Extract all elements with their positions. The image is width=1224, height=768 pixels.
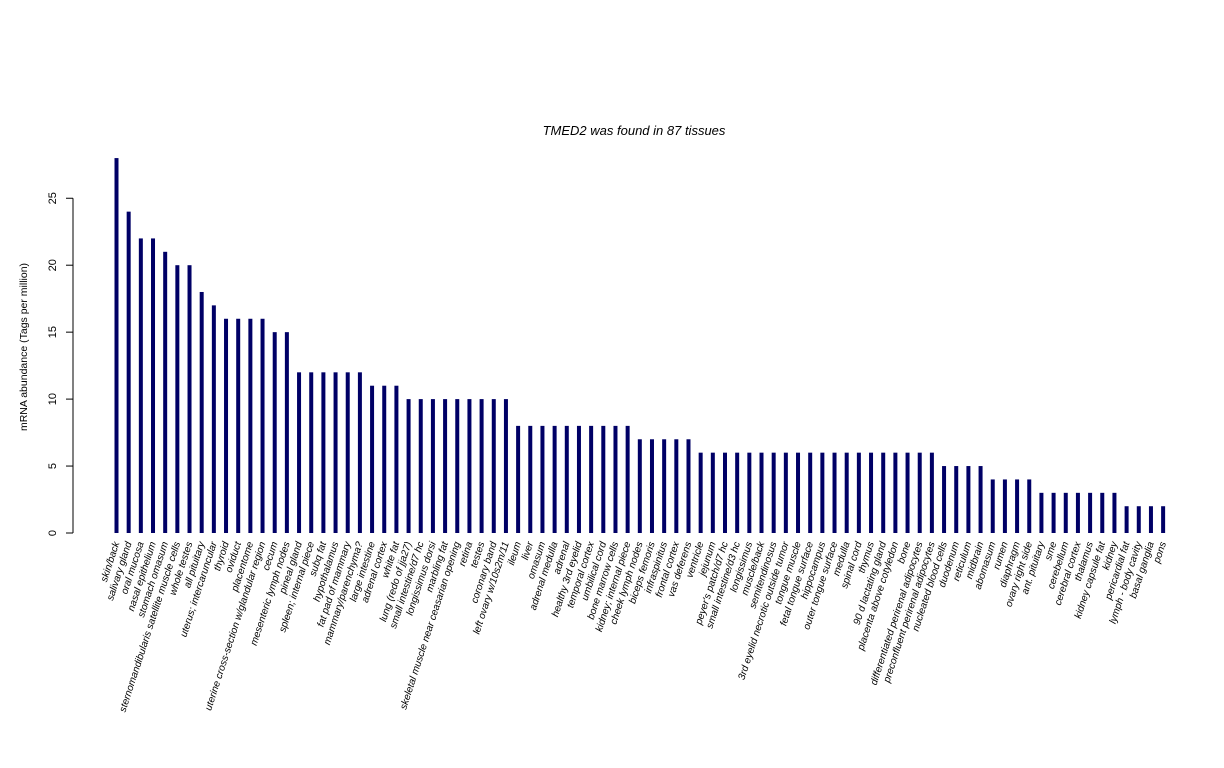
bar <box>1112 492 1117 533</box>
bar <box>771 452 776 533</box>
bar <box>954 466 959 533</box>
bar <box>151 238 156 534</box>
bar <box>467 399 472 533</box>
bar <box>138 238 143 534</box>
bar <box>564 425 569 533</box>
bar <box>1148 506 1153 533</box>
bar <box>455 399 460 533</box>
bar <box>260 318 265 533</box>
bar <box>649 439 654 533</box>
bar <box>321 372 326 533</box>
bar <box>832 452 837 533</box>
bar <box>844 452 849 533</box>
bar <box>236 318 241 533</box>
bar <box>601 425 606 533</box>
bar <box>114 158 119 533</box>
bar <box>1136 506 1141 533</box>
bar <box>674 439 679 533</box>
y-tick-label: 25 <box>47 192 59 204</box>
bar <box>1039 492 1044 533</box>
bar <box>248 318 253 533</box>
bar <box>662 439 667 533</box>
y-tick-label: 10 <box>47 393 59 405</box>
bar <box>394 385 399 533</box>
bar <box>735 452 740 533</box>
bar <box>747 452 752 533</box>
bar <box>613 425 618 533</box>
bar <box>503 399 508 533</box>
bar <box>625 425 630 533</box>
bar <box>990 479 995 533</box>
bar <box>211 305 216 533</box>
bar <box>1100 492 1105 533</box>
bar <box>978 466 983 533</box>
bar <box>443 399 448 533</box>
bar <box>1075 492 1080 533</box>
bar <box>1088 492 1093 533</box>
bar <box>929 452 934 533</box>
bar <box>528 425 533 533</box>
bar <box>698 452 703 533</box>
bar <box>1124 506 1129 533</box>
bar <box>272 332 277 533</box>
y-tick-label: 5 <box>47 463 59 469</box>
bar <box>370 385 375 533</box>
bar <box>297 372 302 533</box>
bar <box>175 265 180 533</box>
bar <box>759 452 764 533</box>
bar <box>516 425 521 533</box>
bar <box>418 399 423 533</box>
bar <box>856 452 861 533</box>
bar <box>224 318 229 533</box>
bar <box>869 452 874 533</box>
bar <box>905 452 910 533</box>
bar <box>187 265 192 533</box>
bar <box>893 452 898 533</box>
bar <box>966 466 971 533</box>
bar <box>430 399 435 533</box>
bar <box>309 372 314 533</box>
bar <box>710 452 715 533</box>
bar <box>479 399 484 533</box>
bar <box>552 425 557 533</box>
bar <box>686 439 691 533</box>
bar <box>1002 479 1007 533</box>
y-tick-label: 15 <box>47 326 59 338</box>
bar <box>284 332 289 533</box>
bar <box>1015 479 1020 533</box>
bar <box>796 452 801 533</box>
bar <box>820 452 825 533</box>
bar <box>783 452 788 533</box>
y-axis-label: mRNA abundance (Tags per million) <box>18 263 30 431</box>
bar <box>637 439 642 533</box>
bar <box>881 452 886 533</box>
bar <box>357 372 362 533</box>
bar <box>808 452 813 533</box>
chart-title: TMED2 was found in 87 tissues <box>543 123 726 138</box>
bars-group <box>114 158 1166 534</box>
bar <box>126 211 131 533</box>
bar <box>382 385 387 533</box>
y-tick-label: 0 <box>47 530 59 536</box>
bar <box>723 452 727 533</box>
bar <box>942 466 947 533</box>
bar <box>1051 492 1056 533</box>
bar <box>1063 492 1068 533</box>
bar <box>1161 506 1166 533</box>
y-tick-label: 20 <box>47 259 59 271</box>
bar <box>540 425 545 533</box>
bar <box>199 291 204 533</box>
bar <box>1027 479 1032 533</box>
bar <box>576 425 581 533</box>
bar <box>589 425 594 533</box>
y-axis: 0 5 10 15 20 25 <box>47 192 74 536</box>
bar <box>917 452 922 533</box>
bar <box>491 399 496 533</box>
bar <box>406 399 411 533</box>
bar <box>163 251 168 533</box>
bar <box>345 372 350 533</box>
bar <box>333 372 338 533</box>
